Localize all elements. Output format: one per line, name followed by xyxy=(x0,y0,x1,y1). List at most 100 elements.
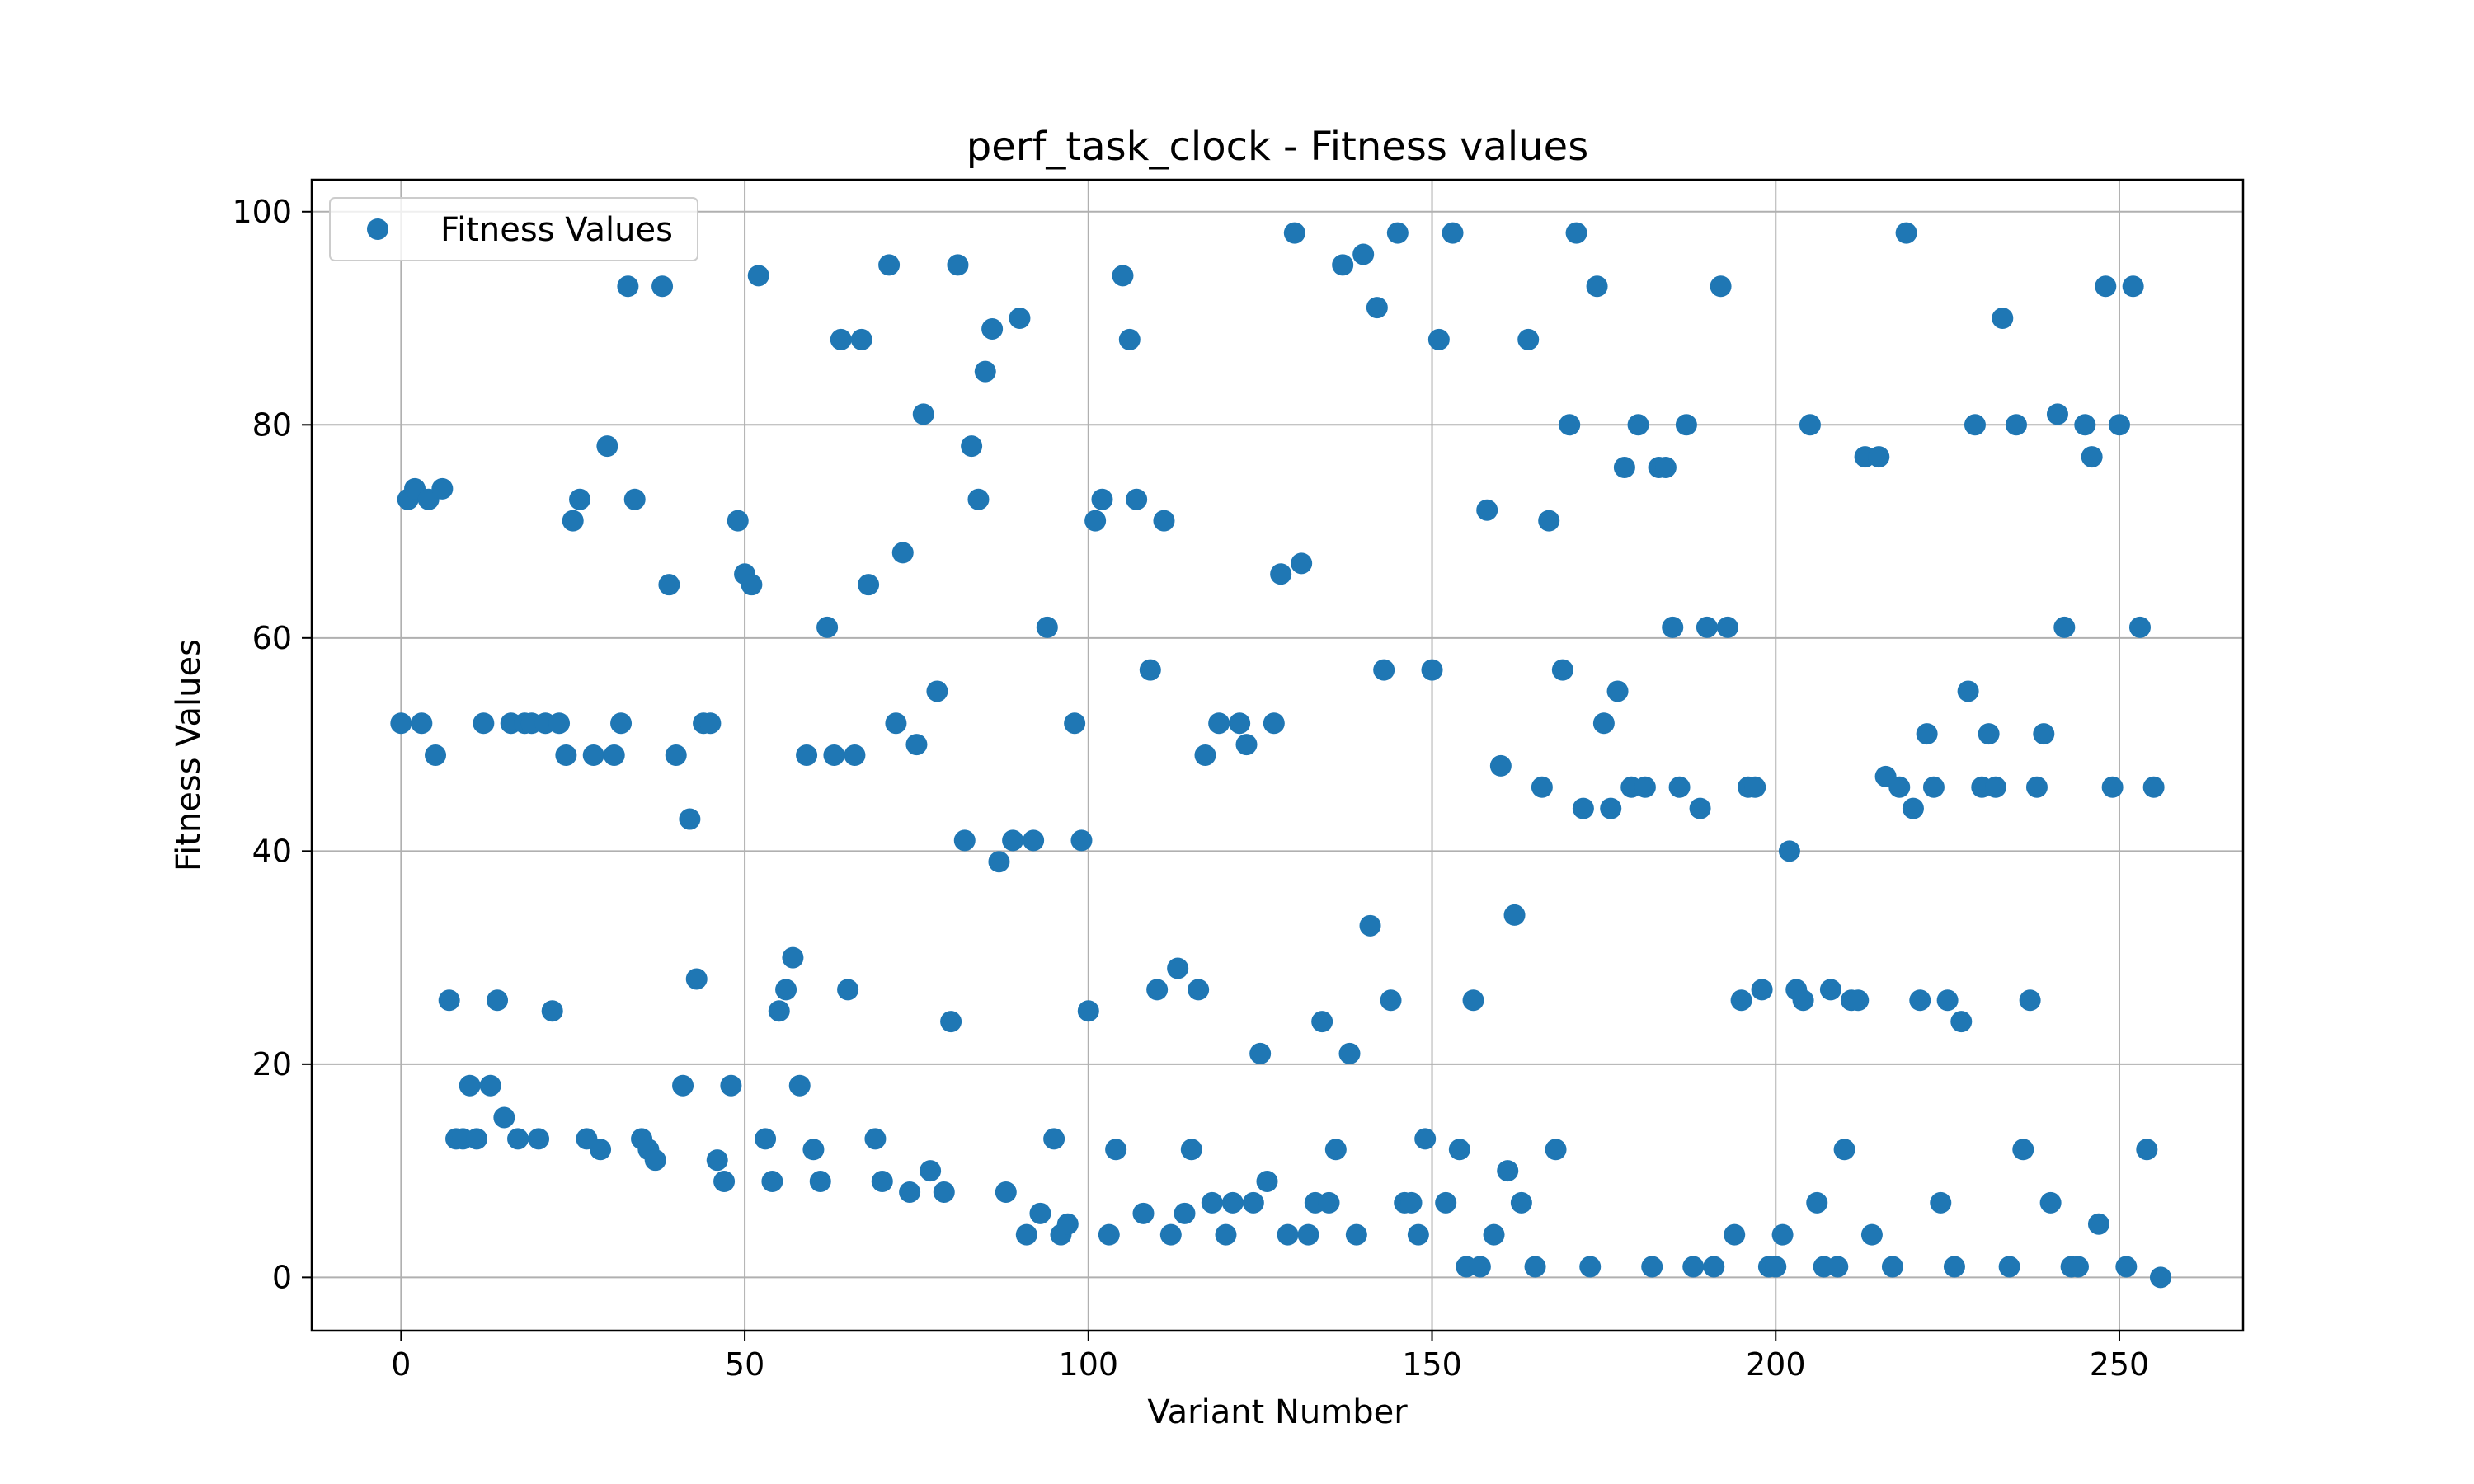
data-point xyxy=(1724,1223,1746,1246)
data-point xyxy=(2012,1139,2034,1161)
data-point xyxy=(1600,797,1622,819)
data-point xyxy=(2025,776,2048,798)
data-point xyxy=(1098,1223,1120,1246)
data-point xyxy=(1833,1139,1856,1161)
data-point xyxy=(1730,989,1752,1012)
data-point xyxy=(1964,414,1986,436)
y-tick-label: 20 xyxy=(252,1046,292,1082)
data-point xyxy=(651,275,674,298)
data-point xyxy=(1696,616,1718,638)
data-point xyxy=(1751,979,1773,1001)
data-point xyxy=(1902,797,1924,819)
data-point xyxy=(1442,222,1464,244)
data-point xyxy=(473,712,495,735)
data-point xyxy=(1922,776,1945,798)
data-point xyxy=(1497,1160,1519,1182)
data-point xyxy=(1930,1191,1952,1214)
data-point xyxy=(1366,297,1388,319)
data-point xyxy=(796,744,818,766)
data-point xyxy=(438,989,460,1012)
data-point xyxy=(2019,989,2041,1012)
data-point xyxy=(2005,414,2027,436)
data-point xyxy=(1792,989,1814,1012)
data-point xyxy=(2142,776,2165,798)
data-point xyxy=(953,829,976,852)
data-point xyxy=(1345,1223,1367,1246)
data-point xyxy=(665,744,687,766)
data-point xyxy=(1208,712,1230,735)
data-point xyxy=(1978,723,2000,745)
data-point xyxy=(2149,1266,2171,1289)
plot-frame xyxy=(310,178,2245,1332)
y-tick-label: 0 xyxy=(272,1259,292,1295)
data-point xyxy=(891,542,914,564)
data-point xyxy=(727,510,749,532)
data-point xyxy=(2128,616,2151,638)
data-point xyxy=(1943,1256,1965,1278)
data-point xyxy=(1936,989,1959,1012)
data-point xyxy=(590,1139,612,1161)
data-point xyxy=(1352,243,1375,265)
data-point xyxy=(1036,616,1058,638)
data-point xyxy=(1132,1202,1155,1224)
data-point xyxy=(905,734,928,756)
data-point xyxy=(1194,744,1216,766)
data-point xyxy=(1380,989,1402,1012)
data-point xyxy=(878,254,901,276)
data-point xyxy=(1806,1191,1828,1214)
data-point xyxy=(1283,222,1305,244)
data-point xyxy=(1180,1139,1202,1161)
data-point xyxy=(864,1128,887,1150)
data-point xyxy=(1469,1256,1491,1278)
data-point xyxy=(1291,552,1313,575)
data-point xyxy=(1324,1139,1347,1161)
data-point xyxy=(1641,1256,1663,1278)
chart-title: perf_task_clock - Fitness values xyxy=(967,124,1588,170)
data-point xyxy=(1414,1128,1437,1150)
x-tick-label: 0 xyxy=(391,1346,411,1383)
x-tick-label: 200 xyxy=(1746,1346,1806,1383)
data-point xyxy=(1771,1223,1794,1246)
data-point xyxy=(1015,1223,1037,1246)
data-point xyxy=(940,1011,962,1033)
data-point xyxy=(1229,712,1251,735)
data-points xyxy=(390,222,2171,1289)
data-point xyxy=(1510,1191,1532,1214)
data-point xyxy=(747,265,769,287)
data-point xyxy=(1778,840,1800,862)
data-point xyxy=(1613,457,1635,478)
data-point xyxy=(1002,829,1024,852)
data-point xyxy=(1483,1223,1505,1246)
data-point xyxy=(1819,979,1841,1001)
data-point xyxy=(858,574,880,596)
data-point xyxy=(1606,680,1629,702)
data-point xyxy=(596,435,618,458)
data-point xyxy=(1188,979,1210,1001)
data-point xyxy=(1215,1223,1237,1246)
data-point xyxy=(988,851,1010,873)
data-point xyxy=(1565,222,1587,244)
data-point xyxy=(1174,1202,1196,1224)
legend-label: Fitness Values xyxy=(440,211,673,249)
data-point xyxy=(1256,1171,1278,1193)
data-point xyxy=(1242,1191,1264,1214)
data-point xyxy=(899,1181,921,1203)
data-point xyxy=(1627,414,1649,436)
data-point xyxy=(823,744,845,766)
data-point xyxy=(1297,1223,1319,1246)
y-tick-label: 100 xyxy=(232,194,292,230)
data-point xyxy=(933,1181,955,1203)
data-point xyxy=(1091,488,1113,510)
data-point xyxy=(672,1074,694,1097)
data-point xyxy=(1448,1139,1470,1161)
data-point xyxy=(1064,712,1086,735)
x-tick-label: 100 xyxy=(1059,1346,1119,1383)
legend-box xyxy=(329,197,698,261)
data-point xyxy=(974,360,996,383)
data-point xyxy=(2039,1191,2062,1214)
data-point xyxy=(507,1128,529,1150)
data-point xyxy=(2115,1256,2138,1278)
data-point xyxy=(1332,254,1354,276)
data-point xyxy=(1579,1256,1602,1278)
